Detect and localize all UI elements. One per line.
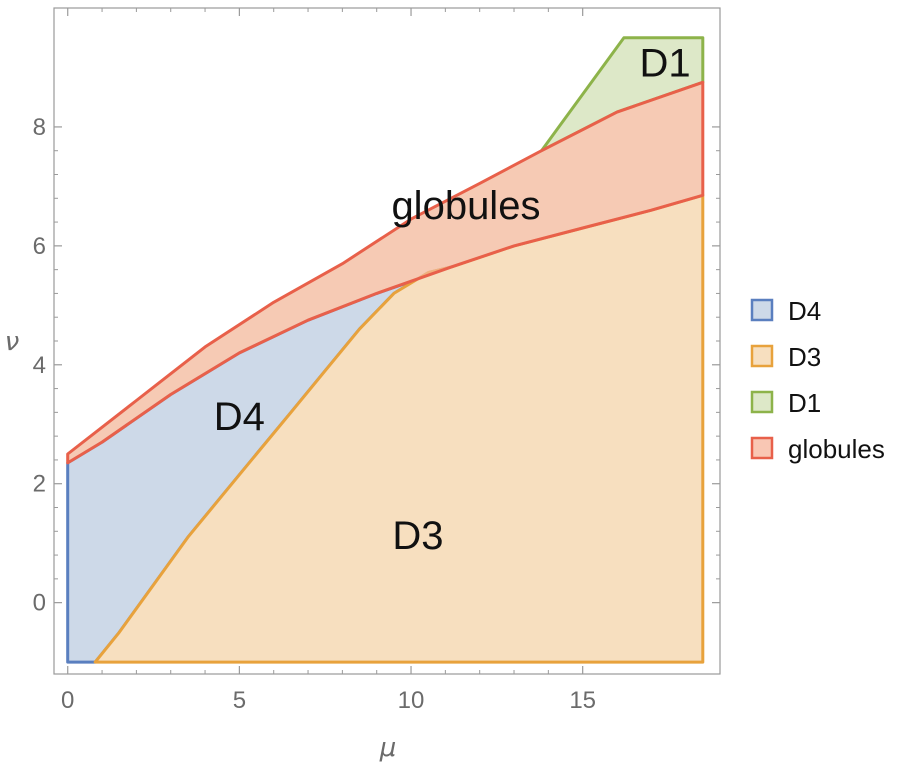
x-tick-label: 0 xyxy=(61,687,74,714)
ticks-layer: 0 5 10 15 0 2 4 6 8 xyxy=(33,8,720,714)
x-axis-label: μ xyxy=(379,733,397,763)
y-axis-label: ν xyxy=(5,327,20,357)
y-tick-label: 0 xyxy=(33,590,46,617)
legend-label-globules: globules xyxy=(788,434,885,464)
region-globules xyxy=(66,80,705,465)
legend-swatch-d3 xyxy=(750,344,774,368)
region-labels-layer: D4 D3 D1 globules xyxy=(214,41,691,558)
legend: D4 D3 D1 globules xyxy=(750,296,885,464)
region-label-d3: D3 xyxy=(392,514,443,558)
legend-label-d4: D4 xyxy=(788,296,821,326)
region-label-d4: D4 xyxy=(214,395,265,439)
legend-swatch-d1 xyxy=(750,390,774,414)
legend-label-d1: D1 xyxy=(788,388,821,418)
regions-layer xyxy=(66,36,705,664)
legend-swatch-d4 xyxy=(750,298,774,322)
legend-swatch-globules xyxy=(750,436,774,460)
y-tick-label: 2 xyxy=(33,471,46,498)
region-label-globules: globules xyxy=(391,184,540,228)
x-tick-label: 5 xyxy=(233,687,246,714)
y-tick-label: 8 xyxy=(33,114,46,141)
x-tick-label: 10 xyxy=(398,687,425,714)
y-tick-label: 6 xyxy=(33,233,46,260)
region-label-d1: D1 xyxy=(640,41,691,85)
x-tick-label: 15 xyxy=(569,687,596,714)
legend-label-d3: D3 xyxy=(788,342,821,372)
y-tick-label: 4 xyxy=(33,352,46,379)
